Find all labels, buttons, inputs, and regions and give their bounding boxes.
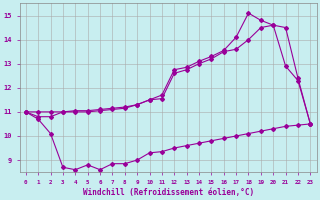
X-axis label: Windchill (Refroidissement éolien,°C): Windchill (Refroidissement éolien,°C)	[83, 188, 254, 197]
